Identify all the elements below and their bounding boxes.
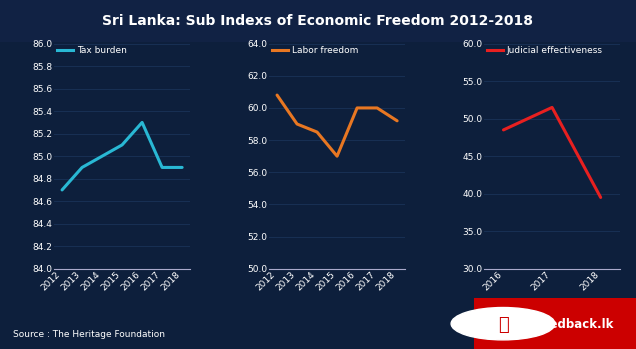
Circle shape (451, 307, 555, 340)
Text: Feedback.lk: Feedback.lk (535, 318, 614, 331)
Legend: Judicial effectiveness: Judicial effectiveness (486, 45, 604, 56)
Text: Sri Lanka: Sub Indexs of Economic Freedom 2012-2018: Sri Lanka: Sub Indexs of Economic Freedo… (102, 14, 534, 28)
Text: 👍: 👍 (497, 316, 508, 334)
Text: Source : The Heritage Foundation: Source : The Heritage Foundation (13, 329, 165, 339)
Legend: Labor freedom: Labor freedom (271, 45, 359, 56)
Legend: Tax burden: Tax burden (56, 45, 127, 56)
